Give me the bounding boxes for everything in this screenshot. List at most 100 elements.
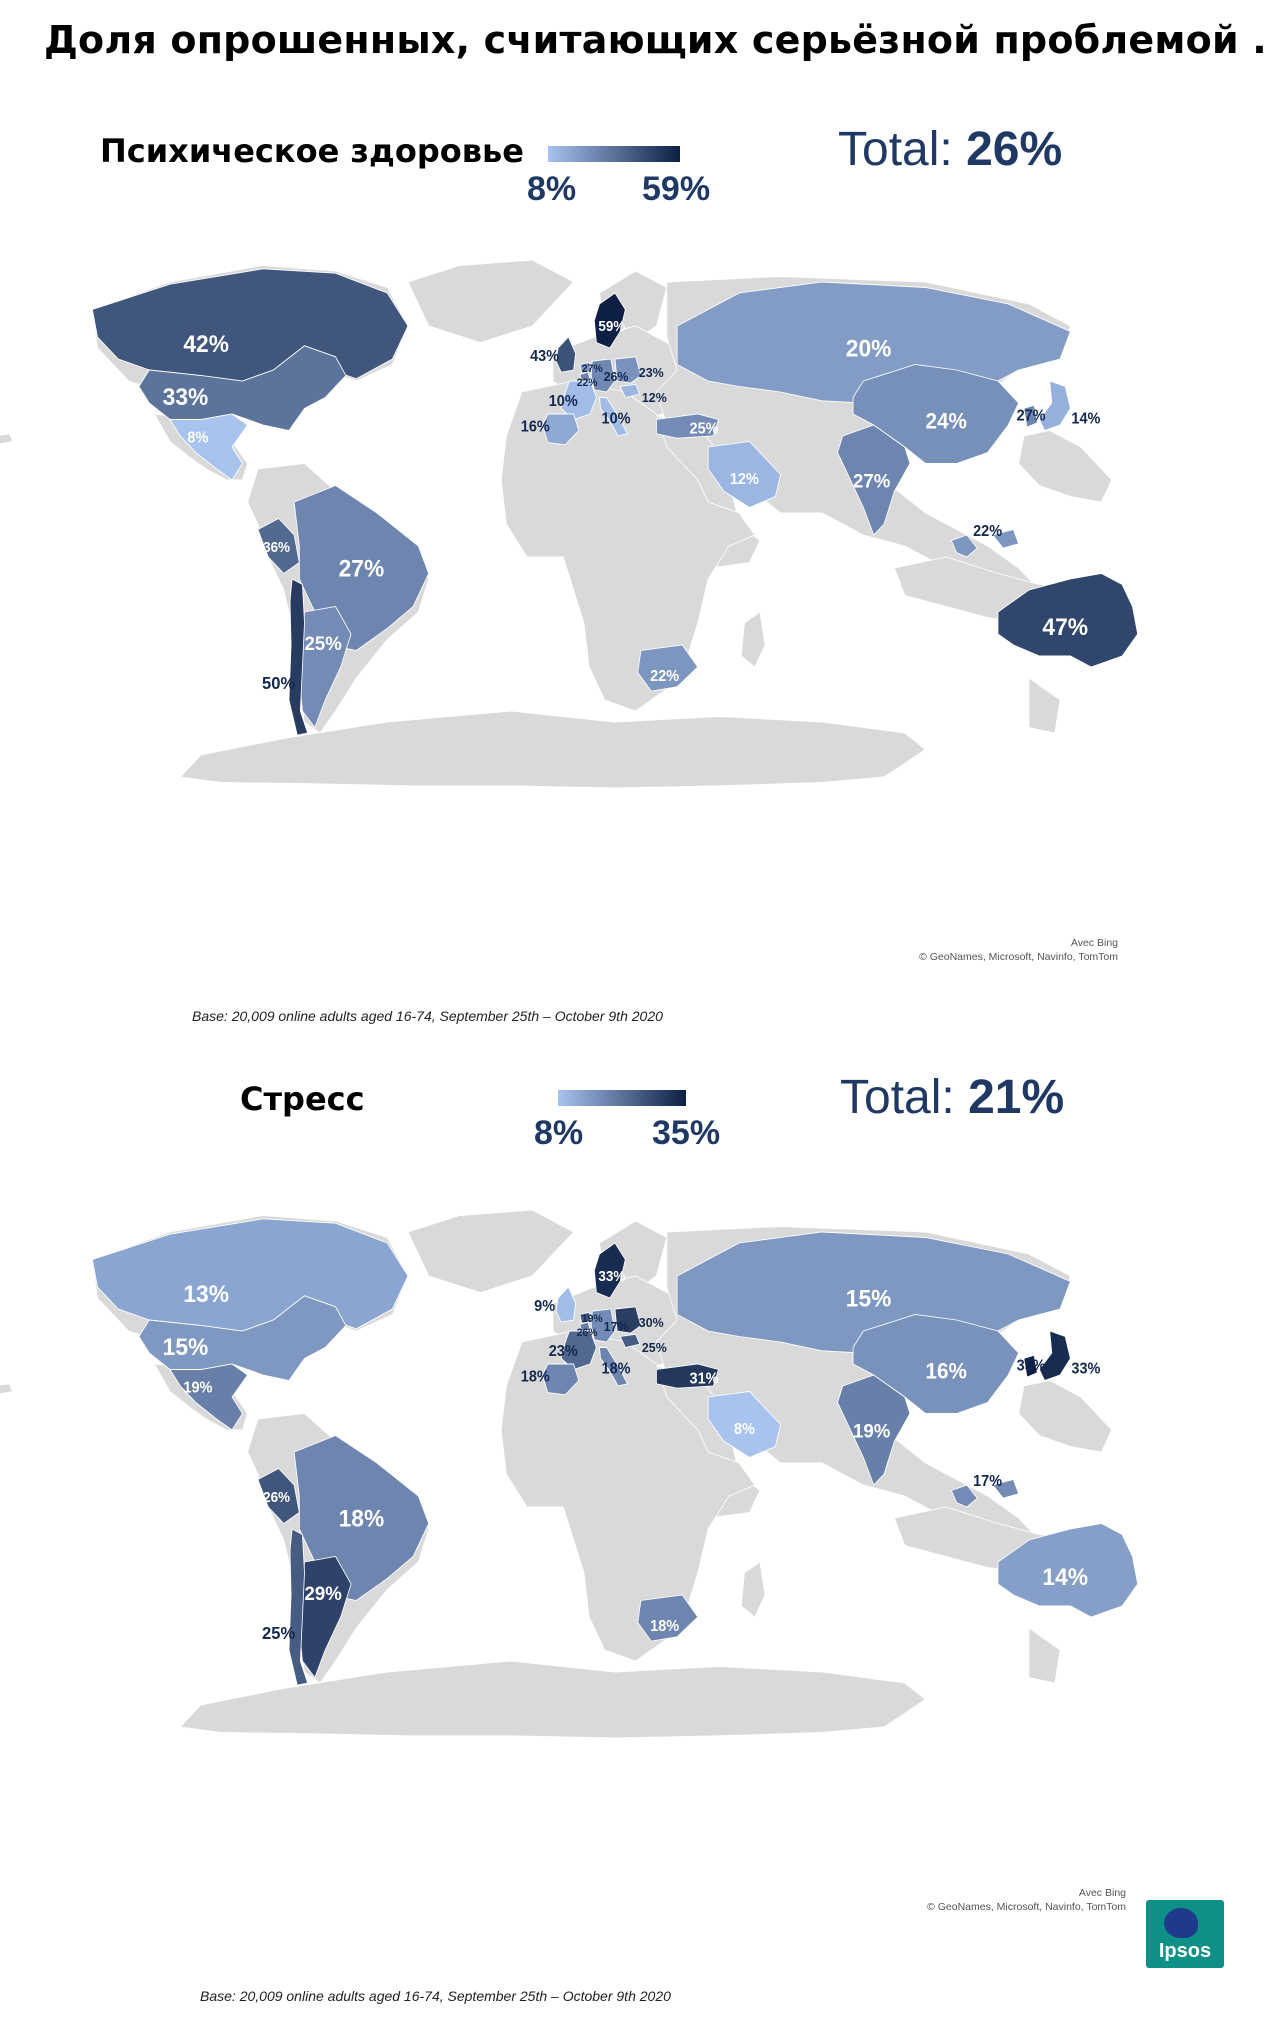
- country-poland[interactable]: [614, 1306, 642, 1334]
- label-chile: 50%: [262, 674, 295, 694]
- label-mexico: 8%: [187, 429, 208, 447]
- country-hungary[interactable]: [619, 383, 641, 399]
- country-united-states[interactable]: [138, 1295, 347, 1381]
- label-hungary: 25%: [642, 1340, 667, 1355]
- total-number: 21%: [968, 1071, 1065, 1124]
- label-united-states: 33%: [163, 383, 209, 410]
- country-south-africa[interactable]: [637, 644, 699, 692]
- land-no-data: [740, 1561, 766, 1618]
- country-australia[interactable]: [997, 1523, 1139, 1618]
- country-australia[interactable]: [997, 573, 1139, 668]
- country-italy[interactable]: [599, 1347, 629, 1387]
- country-sweden[interactable]: [593, 292, 626, 349]
- country-chile[interactable]: [288, 1528, 309, 1686]
- label-belgium: 19%: [582, 1313, 603, 1325]
- country-hungary[interactable]: [619, 1333, 641, 1349]
- country-great-britain[interactable]: [555, 1286, 577, 1323]
- land-no-data: [740, 611, 766, 668]
- country-chile[interactable]: [288, 578, 309, 736]
- color-scale-bar: [558, 1090, 686, 1106]
- label-poland: 30%: [639, 1314, 664, 1329]
- land-no-data: [407, 1209, 575, 1293]
- label-mexico: 19%: [183, 1379, 212, 1397]
- base-note: Base: 20,009 online adults aged 16-74, S…: [200, 1988, 671, 2004]
- attribution-line-2: © GeoNames, Microsoft, Navinfo, TomTom: [927, 1901, 1126, 1913]
- country-turkey[interactable]: [655, 1363, 720, 1389]
- attribution-line-1: Avec Bing: [1070, 937, 1118, 949]
- label-great-britain: 9%: [534, 1297, 555, 1315]
- label-india: 19%: [853, 1421, 890, 1443]
- base-note: Base: 20,009 online adults aged 16-74, S…: [192, 1008, 663, 1024]
- country-saudi-arabia[interactable]: [707, 1391, 782, 1458]
- country-united-states[interactable]: [138, 345, 347, 431]
- label-south-korea: 27%: [1017, 407, 1046, 425]
- label-argentina: 29%: [304, 1584, 341, 1606]
- country-south-korea[interactable]: [1023, 404, 1038, 428]
- country-poland[interactable]: [614, 356, 642, 384]
- land-no-data: [1028, 677, 1061, 734]
- label-india: 27%: [853, 471, 890, 493]
- total-prefix: Total:: [840, 1071, 969, 1124]
- map-layer: 42% 33% 8% 36% 27% 25% 50% 59% 43% 27% 22% 26% 23% 12…: [0, 259, 1139, 789]
- country-japan[interactable]: [1038, 380, 1071, 432]
- label-peru: 26%: [263, 1489, 290, 1505]
- country-italy[interactable]: [599, 397, 629, 437]
- label-south-africa: 22%: [650, 668, 679, 686]
- label-germany: 26%: [604, 369, 629, 384]
- label-brazil: 27%: [339, 555, 385, 582]
- label-australia: 47%: [1042, 613, 1088, 640]
- country-germany[interactable]: [590, 358, 616, 393]
- land-no-data: [179, 1660, 927, 1739]
- label-canada: 13%: [183, 1281, 229, 1308]
- label-russia: 15%: [846, 1285, 892, 1312]
- country-china[interactable]: [852, 1314, 1020, 1414]
- total-value: Total: 26%: [838, 122, 1062, 177]
- label-japan: 14%: [1071, 410, 1100, 428]
- scale-max-label: 59%: [642, 170, 711, 208]
- label-china: 16%: [925, 1359, 966, 1384]
- country-canada[interactable]: [91, 268, 409, 382]
- label-germany: 17%: [604, 1319, 629, 1334]
- label-belgium: 27%: [582, 363, 603, 375]
- country-saudi-arabia[interactable]: [707, 441, 782, 508]
- country-japan[interactable]: [1038, 1330, 1071, 1382]
- country-mexico[interactable]: [169, 1363, 249, 1431]
- country-malaysia[interactable]: [950, 1478, 1020, 1508]
- label-canada: 42%: [183, 331, 229, 358]
- country-china[interactable]: [852, 364, 1020, 464]
- country-turkey[interactable]: [655, 413, 720, 439]
- country-canada[interactable]: [91, 1218, 409, 1332]
- country-south-africa[interactable]: [637, 1594, 699, 1642]
- label-turkey: 25%: [690, 420, 719, 438]
- label-great-britain: 43%: [530, 347, 559, 365]
- panel-title: Стресс: [240, 1080, 365, 1118]
- label-italy: 18%: [602, 1360, 631, 1378]
- land-no-data: [0, 1383, 14, 1395]
- land-no-data: [407, 259, 575, 343]
- panel-title: Психическое здоровье: [100, 132, 524, 170]
- total-number: 26%: [966, 123, 1063, 176]
- panel-stress: Стресс 8% 35% Total: 21% 13% 15% 19% 26% 18%…: [0, 1060, 1266, 2019]
- label-netherlands: 26%: [577, 1327, 598, 1339]
- country-malaysia[interactable]: [950, 528, 1020, 558]
- country-germany[interactable]: [590, 1308, 616, 1343]
- land-no-data: [179, 710, 927, 789]
- country-great-britain[interactable]: [555, 336, 577, 373]
- country-mexico[interactable]: [169, 413, 249, 481]
- label-sweden: 59%: [598, 317, 625, 333]
- country-spain[interactable]: [542, 413, 580, 446]
- country-france[interactable]: [560, 380, 597, 420]
- map-attribution: Avec Bing © GeoNames, Microsoft, Navinfo…: [927, 1886, 1126, 1914]
- country-france[interactable]: [560, 1330, 597, 1370]
- country-south-korea[interactable]: [1023, 1354, 1038, 1378]
- land-no-data: [1028, 1627, 1061, 1684]
- label-spain: 16%: [521, 418, 550, 436]
- label-south-korea: 35%: [1017, 1357, 1046, 1375]
- land-no-data: [1018, 430, 1113, 503]
- label-united-states: 15%: [163, 1333, 209, 1360]
- label-brazil: 18%: [339, 1505, 385, 1532]
- country-sweden[interactable]: [593, 1242, 626, 1299]
- country-spain[interactable]: [542, 1363, 580, 1396]
- label-japan: 33%: [1071, 1360, 1100, 1378]
- label-argentina: 25%: [304, 634, 341, 656]
